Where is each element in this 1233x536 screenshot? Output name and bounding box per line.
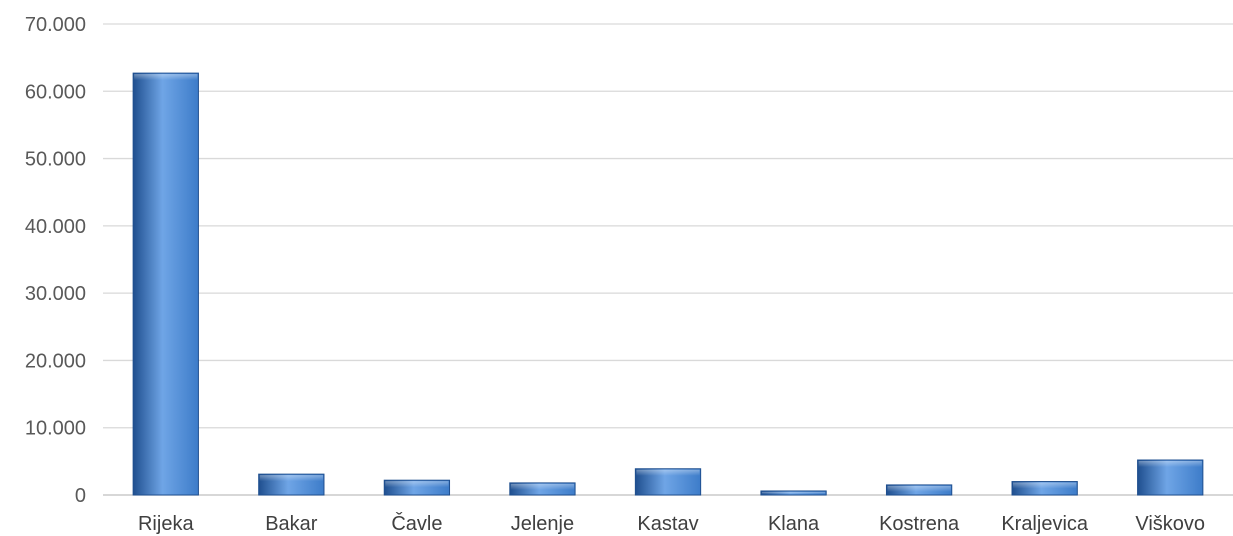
bar-highlight (385, 481, 449, 488)
y-tick-label: 0 (75, 485, 86, 507)
bar-highlight (134, 74, 198, 81)
bar-highlight (636, 469, 700, 476)
x-category-label: Kastav (637, 513, 698, 535)
y-tick-label: 10.000 (25, 418, 86, 440)
bar-rijeka (132, 72, 199, 496)
bar-highlight (259, 475, 323, 482)
gridlines (103, 23, 1233, 496)
bars (132, 72, 1204, 496)
bar-highlight (1138, 461, 1202, 468)
bar-highlight (761, 491, 826, 494)
bar-highlight (887, 485, 951, 492)
bar-highlight (1013, 482, 1077, 489)
y-tick-label: 40.000 (25, 216, 86, 238)
x-category-label: Viškovo (1135, 513, 1205, 535)
x-category-label: Kostrena (879, 513, 960, 535)
x-category-label: Čavle (391, 512, 442, 535)
y-tick-label: 20.000 (25, 350, 86, 372)
y-tick-label: 60.000 (25, 81, 86, 103)
x-category-label: Bakar (265, 513, 318, 535)
x-category-label: Jelenje (511, 513, 574, 535)
x-category-label: Rijeka (138, 513, 194, 535)
x-category-label: Klana (768, 513, 820, 535)
x-axis-category-labels: Rijeka Bakar Čavle Jelenje Kastav Klana Kostre… (138, 512, 1205, 535)
bar-highlight (510, 483, 575, 490)
y-tick-label: 70.000 (25, 14, 86, 36)
y-tick-label: 30.000 (25, 283, 86, 305)
y-axis-tick-labels: 0 10.000 20.000 30.000 40.000 50.000 60.000 70.… (25, 14, 86, 507)
y-tick-label: 50.000 (25, 149, 86, 171)
x-category-label: Kraljevica (1001, 513, 1089, 535)
